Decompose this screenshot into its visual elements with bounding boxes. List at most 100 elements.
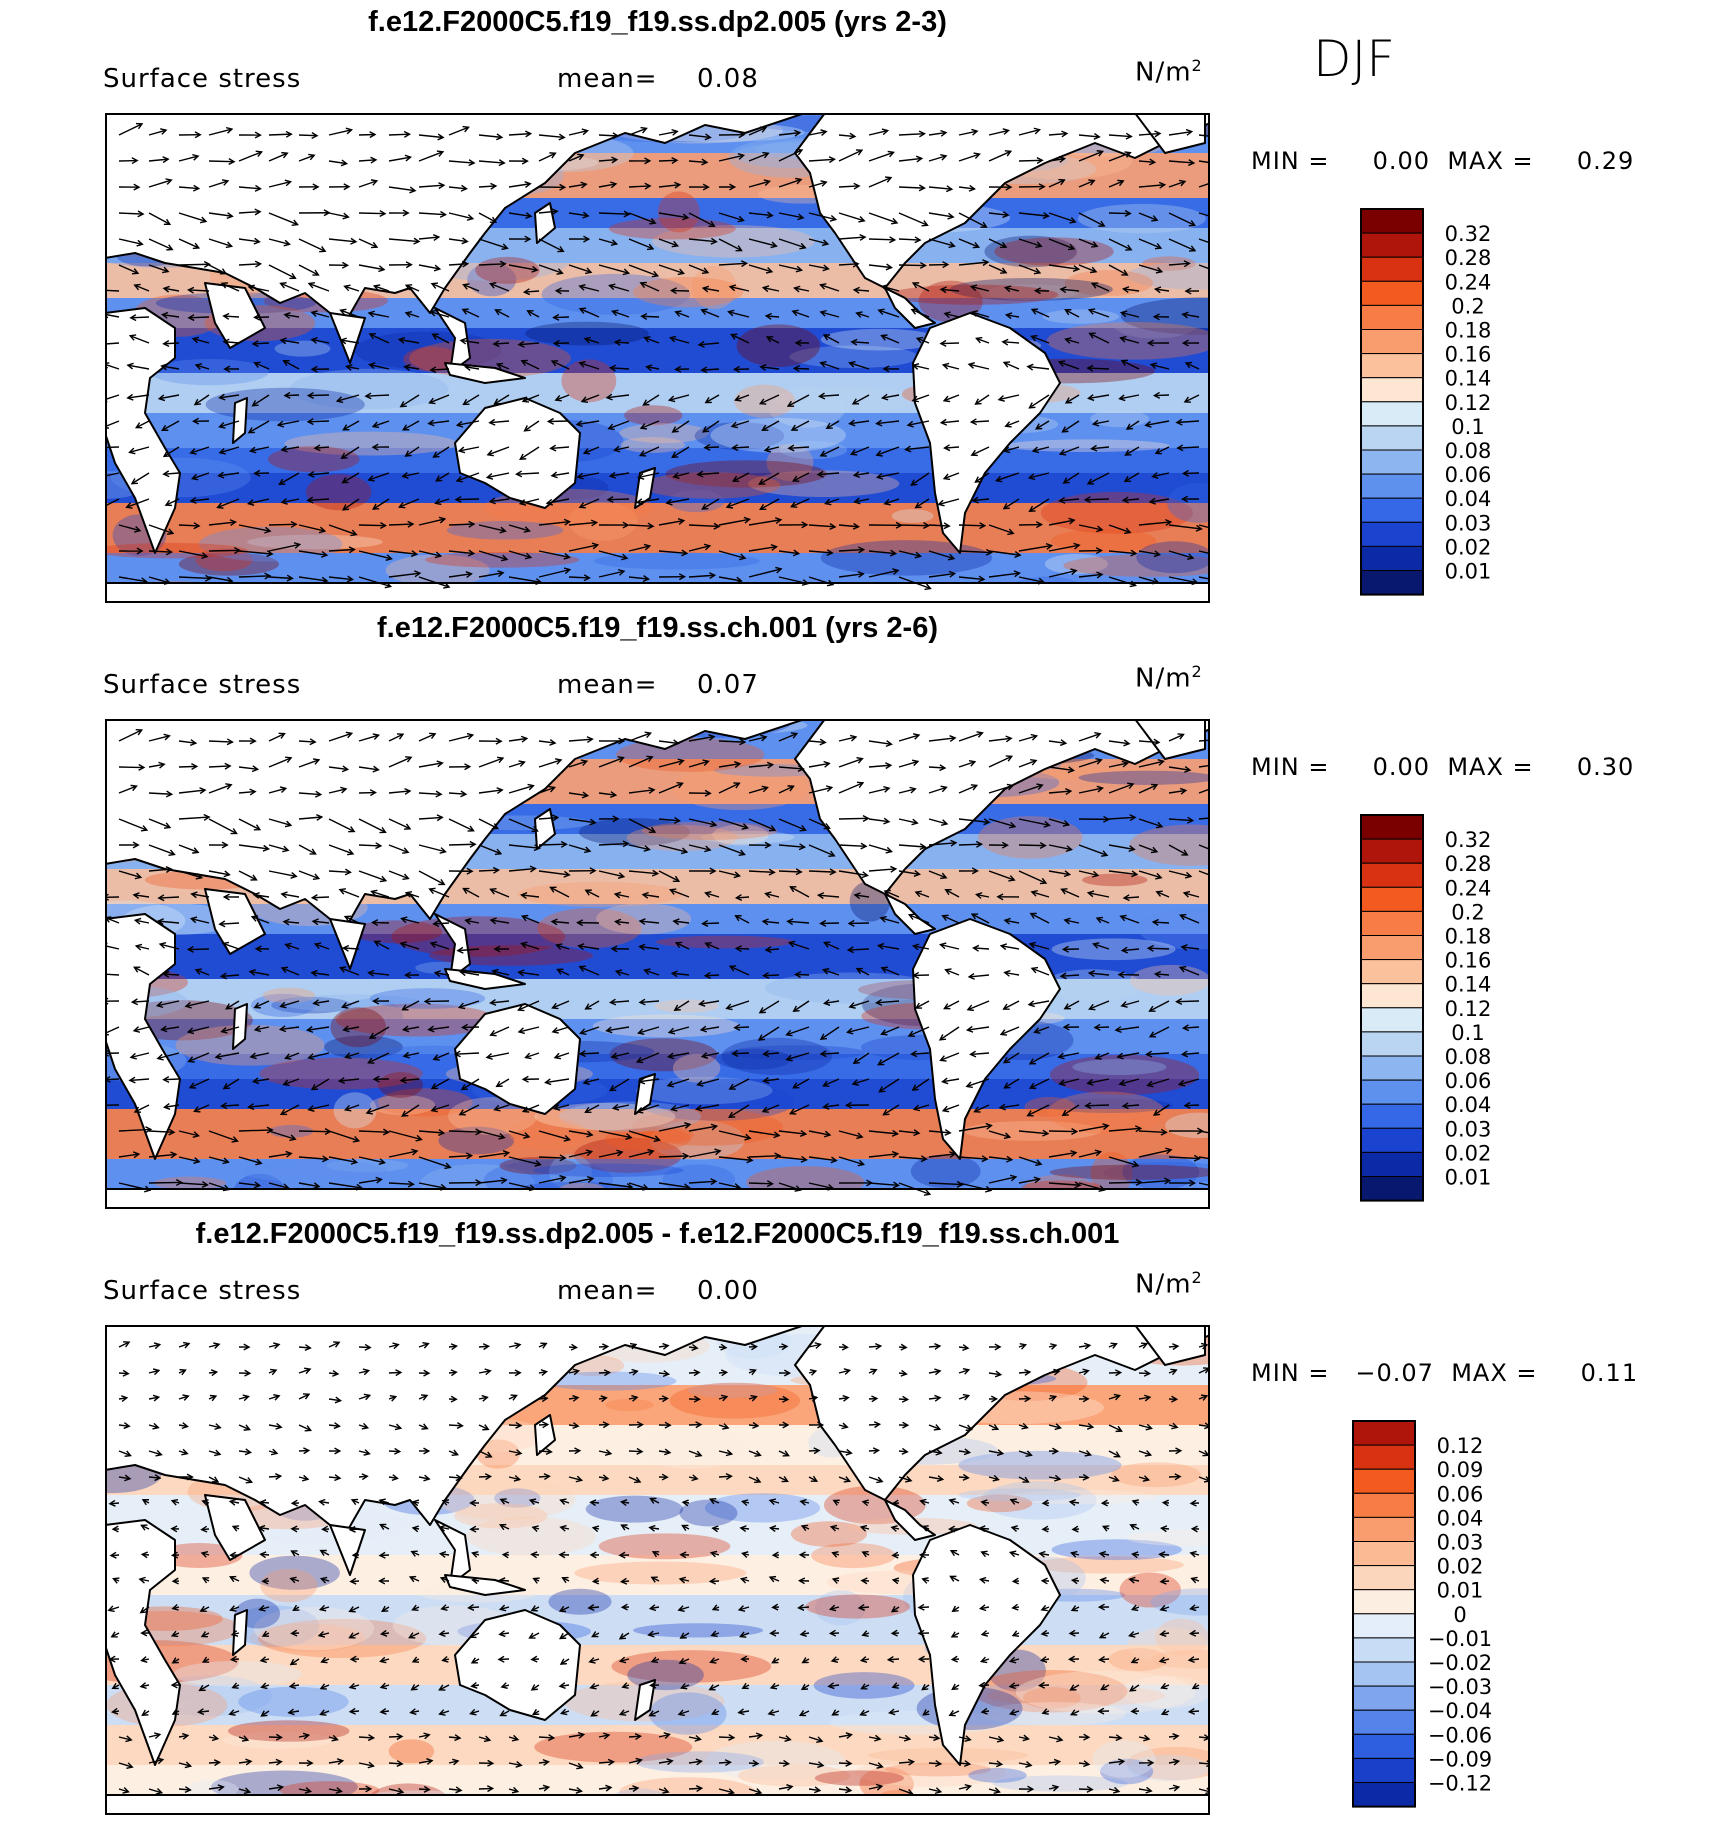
colorbar-tick-label: 0.03 — [1445, 1117, 1492, 1141]
colorbar-tick-label: 0.02 — [1445, 535, 1492, 559]
colorbar-swatch — [1352, 1782, 1416, 1808]
colorbar-swatch — [1352, 1565, 1416, 1591]
panel-2-unit: N/m2 — [1135, 662, 1203, 694]
colorbar-tick-label: 0.1 — [1451, 415, 1484, 439]
colorbar-swatch — [1360, 814, 1424, 840]
colorbar-swatch — [1352, 1637, 1416, 1663]
colorbar-tick-label: 0.32 — [1445, 828, 1492, 852]
colorbar-swatch — [1360, 910, 1424, 937]
min-label: MIN = — [1251, 753, 1330, 781]
colorbar-swatch — [1360, 862, 1424, 888]
colorbar-swatch — [1352, 1685, 1416, 1711]
panel-2-min-max: MIN = 0.00 MAX = 0.30 — [1251, 753, 1634, 781]
panel-1-title: f.e12.F2000C5.f19_f19.ss.dp2.005 (yrs 2-… — [368, 6, 947, 38]
colorbar-swatch — [1360, 1103, 1424, 1129]
panel-2-colorbar-svg: 0.320.280.240.20.180.160.140.120.10.080.… — [1360, 814, 1492, 1202]
panel-1-map — [105, 113, 1210, 603]
colorbar-swatch — [1352, 1492, 1416, 1518]
colorbar-tick-label: 0.06 — [1437, 1482, 1484, 1506]
colorbar-tick-label: 0.2 — [1451, 294, 1484, 318]
colorbar-tick-label: 0.01 — [1437, 1579, 1484, 1603]
colorbar-tick-label: 0.16 — [1445, 343, 1492, 367]
max-value: 0.30 — [1576, 753, 1635, 781]
colorbar-swatch — [1352, 1589, 1416, 1615]
colorbar-swatch — [1360, 353, 1424, 379]
panel-2-variable-label: Surface stress — [103, 670, 302, 700]
colorbar-swatch — [1360, 521, 1424, 547]
colorbar-tick-label: 0.18 — [1445, 925, 1492, 949]
colorbar-tick-label: 0.02 — [1437, 1555, 1484, 1579]
colorbar-tick-label: 0.08 — [1445, 1045, 1492, 1069]
panel-3-mean-value: 0.00 — [697, 1276, 759, 1306]
panel-3-map-svg — [105, 1325, 1210, 1815]
max-label: MAX = — [1447, 147, 1534, 175]
panel-1-colorbar-svg: 0.320.280.240.20.180.160.140.120.10.080.… — [1360, 208, 1492, 596]
colorbar-tick-label: 0.04 — [1445, 487, 1492, 511]
colorbar-tick-label: 0.14 — [1445, 973, 1492, 997]
panel-1-unit: N/m2 — [1135, 56, 1203, 88]
colorbar-tick-label: 0.24 — [1445, 876, 1492, 900]
panel-1-mean-label: mean= — [557, 64, 658, 94]
season-label: DJF — [1313, 30, 1396, 88]
colorbar-swatch — [1360, 1127, 1424, 1153]
colorbar-swatch — [1360, 304, 1424, 331]
colorbar-swatch — [1352, 1541, 1416, 1567]
colorbar-tick-label: 0.28 — [1445, 852, 1492, 876]
colorbar-swatch — [1352, 1709, 1416, 1735]
colorbar-tick-label: 0.08 — [1445, 439, 1492, 463]
colorbar-tick-label: 0.04 — [1445, 1093, 1492, 1117]
colorbar-tick-label: 0.03 — [1437, 1531, 1484, 1555]
panel-2-map-svg — [105, 719, 1210, 1209]
panel-2-map — [105, 719, 1210, 1209]
min-label: MIN = — [1251, 1359, 1330, 1387]
panel-3-title: f.e12.F2000C5.f19_f19.ss.dp2.005 - f.e12… — [195, 1218, 1120, 1250]
panel-2-mean-value: 0.07 — [697, 670, 759, 700]
colorbar-tick-label: 0.06 — [1445, 1069, 1492, 1093]
panel-2-colorbar: 0.32 0.28 0.24 0.2 0.18 0.16 0.14 0.12 0.1 0.08 0.… — [1360, 814, 1540, 1204]
colorbar-swatch — [1360, 1176, 1424, 1202]
max-label: MAX = — [1451, 1359, 1538, 1387]
colorbar-tick-label: 0.01 — [1445, 1166, 1492, 1190]
colorbar-swatch — [1352, 1516, 1416, 1543]
panel-3-mean-label: mean= — [557, 1276, 658, 1306]
colorbar-tick-label: 0.14 — [1445, 367, 1492, 391]
colorbar-tick-label: 0.32 — [1445, 222, 1492, 246]
colorbar-tick-label: 0.16 — [1445, 949, 1492, 973]
colorbar-swatch — [1360, 329, 1424, 355]
colorbar-tick-label: 0 — [1453, 1603, 1466, 1627]
colorbar-swatch — [1360, 1031, 1424, 1057]
colorbar-swatch — [1360, 208, 1424, 234]
colorbar-tick-label: 0.28 — [1445, 246, 1492, 270]
colorbar-swatch — [1352, 1468, 1416, 1494]
colorbar-tick-label: 0.01 — [1445, 560, 1492, 584]
colorbar-tick-label: −0.03 — [1428, 1675, 1492, 1699]
panel-3-map — [105, 1325, 1210, 1815]
colorbar-tick-label: 0.12 — [1445, 997, 1492, 1021]
colorbar-tick-label: 0.18 — [1445, 319, 1492, 343]
colorbar-swatch — [1360, 401, 1424, 427]
colorbar-tick-label: 0.24 — [1445, 270, 1492, 294]
panel-1-colorbar: 0.32 0.28 0.24 0.2 0.18 0.16 0.14 0.12 0.1 0.08 0.… — [1360, 208, 1540, 598]
colorbar-swatch — [1360, 497, 1424, 523]
colorbar-swatch — [1360, 1055, 1424, 1081]
panel-3-colorbar-svg: 0.120.090.060.040.030.020.010−0.01−0.02−… — [1352, 1420, 1492, 1808]
panel-3-unit: N/m2 — [1135, 1268, 1203, 1300]
colorbar-tick-label: 0.09 — [1437, 1458, 1484, 1482]
colorbar-tick-label: 0.04 — [1437, 1506, 1484, 1530]
min-value: −0.07 — [1355, 1359, 1434, 1387]
colorbar-swatch — [1360, 256, 1424, 282]
colorbar-tick-label: 0.02 — [1445, 1141, 1492, 1165]
colorbar-tick-label: 0.2 — [1451, 900, 1484, 924]
max-label: MAX = — [1447, 753, 1534, 781]
colorbar-swatch — [1352, 1757, 1416, 1783]
colorbar-swatch — [1360, 935, 1424, 961]
colorbar-tick-label: 0.03 — [1445, 511, 1492, 535]
panel-2-title: f.e12.F2000C5.f19_f19.ss.ch.001 (yrs 2-6… — [376, 612, 938, 644]
colorbar-tick-label: −0.02 — [1428, 1651, 1492, 1675]
colorbar-tick-label: −0.09 — [1428, 1747, 1492, 1771]
colorbar-swatch — [1360, 1151, 1424, 1177]
panel-3-colorbar: 0.12 0.09 0.06 0.04 0.03 0.02 0.01 0 −0.01 −0.02−… — [1352, 1420, 1532, 1810]
colorbar-swatch — [1360, 838, 1424, 864]
panel-2-mean-label: mean= — [557, 670, 658, 700]
colorbar-swatch — [1360, 570, 1424, 596]
